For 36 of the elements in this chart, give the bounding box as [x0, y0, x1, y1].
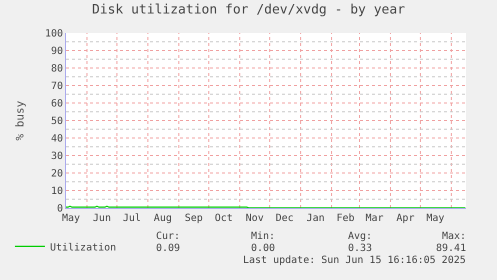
x-tick-label: Jun	[92, 213, 111, 224]
y-tick-label: 90	[50, 46, 63, 57]
x-tick-label: Oct	[214, 213, 233, 224]
text: Last update: Sun Jun 15 16:16:05 2025	[243, 255, 466, 266]
y-tick-label: 100	[44, 28, 63, 40]
text: Min:	[251, 231, 276, 242]
x-tick-label: Aug	[154, 213, 172, 224]
y-tick-label: 10	[50, 186, 63, 197]
legend-label: Utilization	[50, 242, 116, 254]
y-tick-label: 30	[50, 151, 63, 162]
y-tick-label: 80	[50, 64, 63, 74]
x-tick-label: May	[62, 213, 80, 224]
y-tick-label: 40	[50, 134, 63, 144]
text: Cur:	[156, 231, 180, 242]
text: 0.00	[251, 243, 276, 254]
text: 0.09	[156, 243, 180, 254]
y-tick-label: 60	[50, 98, 63, 110]
x-tick-label: May	[426, 213, 444, 224]
x-tick-label: Apr	[396, 213, 414, 224]
x-tick-label: Jan	[306, 213, 325, 224]
text: 0.33	[348, 243, 372, 254]
text: Avg:	[348, 231, 372, 242]
y-tick-label: 50	[50, 116, 63, 127]
y-tick-label: 20	[50, 168, 63, 180]
x-tick-label: Mar	[365, 213, 384, 224]
x-tick-label: Feb	[336, 213, 355, 224]
x-tick-label: Sep	[184, 213, 203, 224]
y-tick-label: 0	[56, 204, 63, 214]
text: Max:	[442, 231, 466, 242]
x-tick-label: Nov	[246, 213, 264, 224]
y-tick-label: 70	[50, 81, 63, 92]
x-tick-label: Jul	[122, 213, 141, 224]
text: 89.41	[436, 243, 466, 254]
y-axis-title: % busy	[14, 100, 26, 140]
x-tick-label: Dec	[276, 213, 294, 224]
chart-title: Disk utilization for /dev/xvdg - by year	[92, 2, 406, 18]
